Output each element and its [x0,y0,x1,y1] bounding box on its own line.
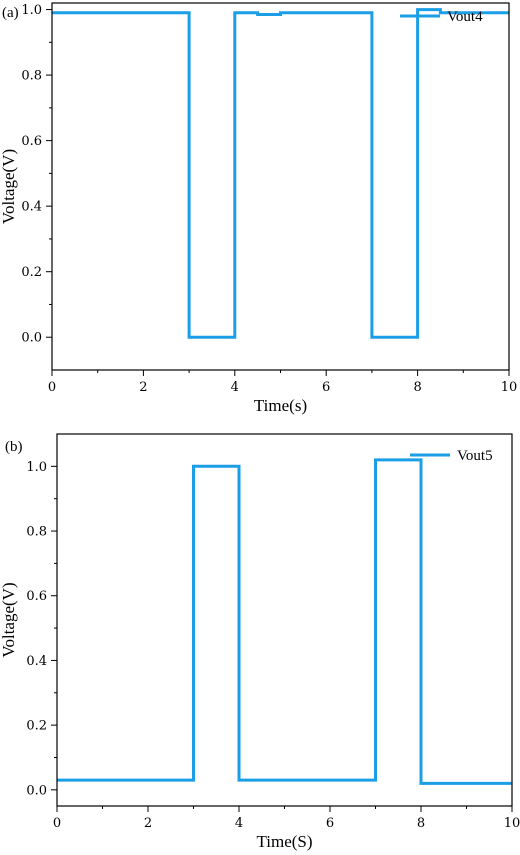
y-tick-label: 0.0 [21,331,42,346]
y-tick-label: 0.8 [21,69,42,84]
y-tick-label: 0.6 [21,134,42,149]
y-axis-title: Voltage(V) [0,582,18,657]
panel-label: (b) [5,439,23,455]
y-tick-label: 0.4 [21,200,42,215]
x-tick-label: 2 [144,816,152,831]
y-tick-label: 0.4 [26,654,47,669]
x-tick-label: 10 [501,380,518,395]
y-tick-label: 0.0 [26,783,47,798]
series-line-Vout5 [57,458,512,785]
x-tick-label: 8 [413,380,421,395]
y-tick-label: 0.6 [26,589,47,604]
x-axis-title: Time(S) [256,832,312,851]
y-tick-label: 1.0 [21,3,42,18]
panel-label: (a) [2,5,19,21]
x-axis-title: Time(s) [254,396,307,415]
x-tick-label: 6 [322,380,330,395]
x-tick-label: 0 [48,380,56,395]
legend-label: Vout5 [457,448,493,464]
x-tick-label: 2 [139,380,147,395]
y-tick-label: 0.8 [26,525,47,540]
y-tick-label: 1.0 [26,460,47,475]
x-tick-label: 4 [231,380,239,395]
chart-panel-1: 0 2 4 6 8 10 0.0 0.2 0.4 0.6 0.8 1.0 Time(S) Voltage(… [0,433,520,851]
series-line-Vout4 [52,8,509,339]
x-tick-label: 4 [235,816,243,831]
y-tick-label: 0.2 [26,719,47,734]
x-tick-label: 0 [53,816,61,831]
chart-panel-0: 0 2 4 6 8 10 0.0 0.2 0.4 0.6 0.8 1.0 Time(s) Voltage(… [0,2,518,415]
y-tick-label: 0.2 [21,265,42,280]
x-tick-label: 10 [504,816,520,831]
y-axis-title: Voltage(V) [0,149,18,224]
legend-label: Vout4 [447,9,483,25]
x-tick-label: 8 [417,816,425,831]
x-tick-label: 6 [326,816,334,831]
